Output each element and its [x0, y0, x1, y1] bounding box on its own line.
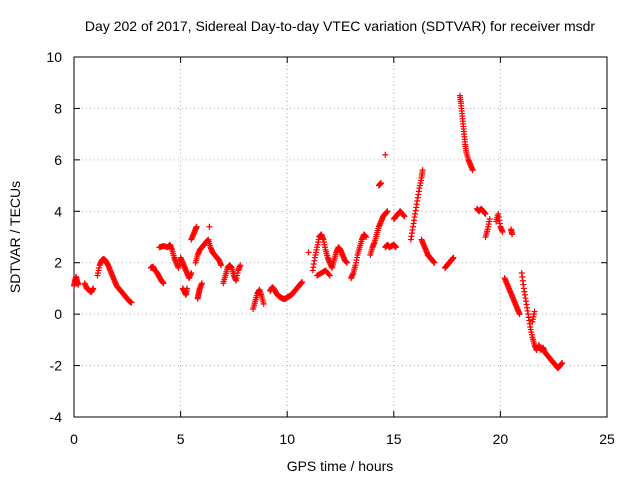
point-segment [192, 236, 225, 269]
data-points [71, 92, 566, 372]
data-point-marker [237, 262, 244, 269]
data-point-marker [392, 244, 399, 251]
point-segment [441, 254, 457, 271]
y-tick-label: -4 [50, 409, 63, 425]
point-segment [81, 280, 97, 296]
data-point-marker [343, 259, 350, 266]
point-segment [535, 342, 566, 372]
data-point-marker [384, 208, 391, 215]
data-point-marker [188, 270, 195, 276]
data-point-marker [193, 223, 200, 230]
point-segment [375, 180, 385, 189]
data-point-marker [469, 167, 476, 174]
point-segment [367, 208, 391, 258]
point-segment [267, 279, 306, 302]
point-segment [482, 216, 493, 240]
x-tick-labels: 0 5 10 15 20 25 [70, 431, 615, 447]
point-segment [250, 286, 267, 312]
data-point-marker [218, 262, 225, 269]
y-tick-label: -2 [50, 358, 63, 374]
data-point-marker [363, 234, 370, 240]
plot-frame [73, 56, 608, 418]
point-segment [188, 223, 200, 243]
x-tick-label: 15 [386, 431, 402, 447]
point-segment [382, 151, 389, 158]
y-tick-label: 8 [54, 100, 62, 116]
point-segment [456, 92, 476, 174]
point-segment [518, 270, 540, 354]
data-point-marker [378, 180, 385, 186]
point-segment [194, 280, 205, 302]
point-segment [147, 263, 167, 287]
point-segment [71, 273, 82, 289]
point-segment [508, 226, 516, 238]
data-point-marker [198, 280, 205, 287]
data-point-marker [531, 308, 538, 315]
data-point-marker [486, 216, 493, 222]
data-point-marker [75, 281, 82, 288]
data-point-marker [482, 210, 489, 217]
x-tick-label: 0 [70, 431, 78, 447]
data-point-marker [260, 300, 267, 307]
point-segment [529, 308, 538, 325]
data-point-marker [128, 299, 135, 306]
x-tick-label: 25 [599, 431, 615, 447]
data-point-marker [509, 231, 516, 238]
chart-title: Day 202 of 2017, Sidereal Day-to-day VTE… [85, 18, 595, 34]
y-tick-label: 10 [46, 49, 62, 65]
grid [74, 57, 607, 417]
point-segment [179, 285, 190, 298]
point-segment [390, 208, 408, 222]
point-segment [309, 231, 350, 274]
data-point-marker [559, 360, 566, 366]
point-segment [220, 262, 244, 287]
data-point-marker [299, 279, 306, 285]
point-segment [305, 249, 312, 256]
point-segment [156, 241, 195, 282]
y-tick-labels: -4 -2 0 2 4 6 8 10 [46, 49, 62, 425]
y-tick-label: 4 [54, 203, 62, 219]
point-segment [206, 223, 213, 230]
data-point-marker [90, 285, 97, 292]
x-axis-label: GPS time / hours [287, 458, 394, 474]
point-segment [418, 236, 438, 266]
data-point-marker [206, 223, 213, 230]
point-segment [382, 241, 399, 251]
point-segment [314, 267, 333, 279]
y-tick-label: 6 [54, 152, 62, 168]
point-segment [348, 231, 370, 282]
data-point-marker [160, 280, 167, 287]
x-tick-label: 10 [279, 431, 295, 447]
point-segment [94, 255, 135, 306]
data-point-marker [183, 285, 190, 292]
data-point-marker [499, 228, 506, 235]
data-point-marker [516, 311, 523, 318]
y-tick-label: 2 [54, 255, 62, 271]
data-point-marker [326, 272, 333, 279]
data-point-marker [305, 249, 312, 256]
point-segment [473, 205, 489, 217]
point-segment [493, 210, 506, 235]
data-point-marker [401, 213, 408, 220]
x-tick-label: 5 [177, 431, 185, 447]
y-tick-label: 0 [54, 306, 62, 322]
data-point-marker [450, 254, 457, 261]
point-segment [501, 275, 523, 318]
y-axis-label: SDTVAR / TECUs [7, 181, 23, 293]
x-tick-label: 20 [493, 431, 509, 447]
point-segment [407, 167, 426, 243]
data-point-marker [382, 151, 389, 158]
data-point-marker [431, 259, 438, 266]
data-point-marker [419, 167, 426, 174]
data-point-marker [325, 271, 332, 278]
